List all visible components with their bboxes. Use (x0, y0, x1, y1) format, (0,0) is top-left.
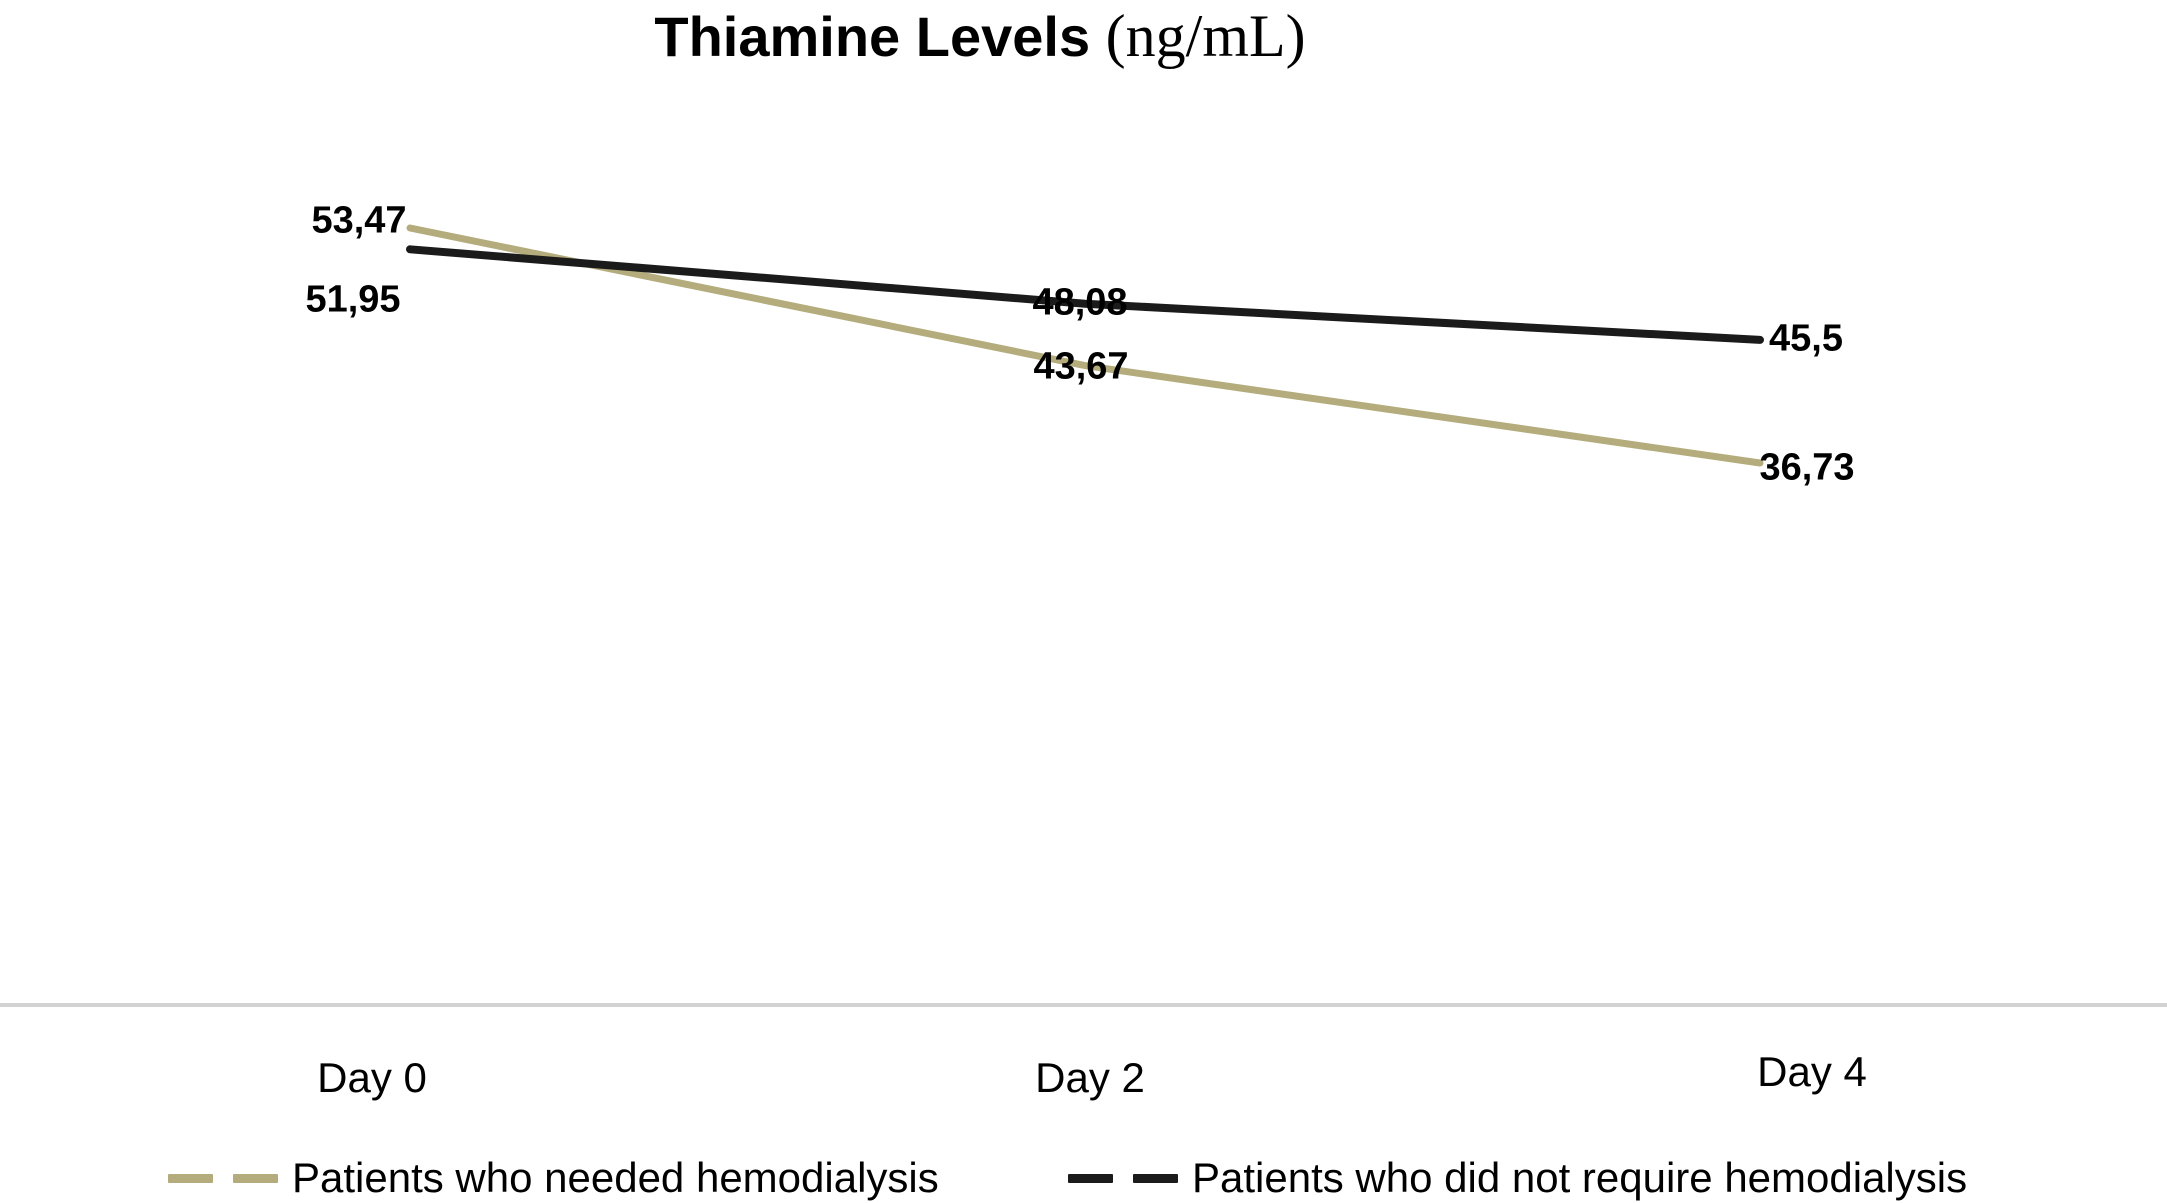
data-label-norequire-day4: 45,5 (1769, 317, 1843, 360)
data-label-needed-day2: 43,67 (1033, 345, 1129, 388)
legend-dash-icon (168, 1173, 278, 1183)
legend-entry-no-hemodialysis: Patients who did not require hemodialysi… (1068, 1152, 1967, 1203)
legend-label: Patients who did not require hemodialysi… (1192, 1154, 1968, 1201)
data-label-needed-day0: 53,47 (311, 199, 407, 242)
chart-title-main: Thiamine Levels (654, 5, 1091, 68)
data-label-norequire-day0: 51,95 (305, 278, 401, 321)
line-no-hemodialysis (406, 245, 1764, 344)
legend-dash-icon (1068, 1173, 1178, 1183)
x-tick-day2: Day 2 (1035, 1054, 1145, 1101)
chart-title-unit: (ng/mL) (1105, 3, 1306, 69)
x-tick-day4: Day 4 (1757, 1048, 1867, 1095)
data-label-norequire-day2: 48,08 (1032, 281, 1128, 324)
x-axis-line (0, 1003, 2167, 1007)
chart-title: Thiamine Levels (ng/mL) (0, 2, 1960, 71)
line-needed-hemodialysis (406, 224, 1764, 467)
data-label-needed-day4: 36,73 (1759, 446, 1855, 489)
x-tick-day0: Day 0 (317, 1054, 427, 1101)
legend-entry-needed-hemodialysis: Patients who needed hemodialysis (168, 1152, 939, 1203)
legend-label: Patients who needed hemodialysis (292, 1154, 939, 1201)
